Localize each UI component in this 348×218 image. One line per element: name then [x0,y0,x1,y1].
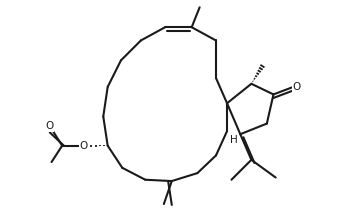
Text: O: O [45,121,54,131]
Text: H: H [230,135,238,145]
Text: O: O [292,82,301,92]
Text: O: O [79,141,87,151]
